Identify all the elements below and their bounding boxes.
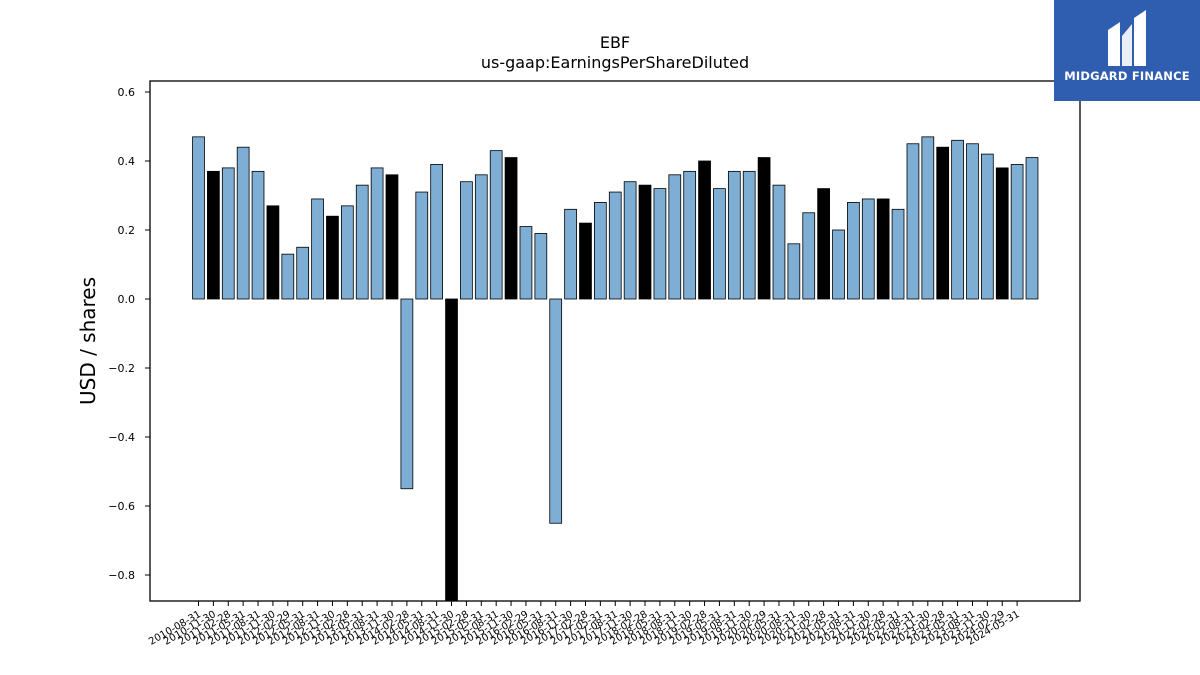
chart-subtitle: us-gaap:EarningsPerShareDiluted: [481, 53, 749, 72]
plot-frame: [149, 80, 1081, 602]
y-tick-label: 0.6: [118, 86, 136, 99]
bar-2015-08-31: [489, 150, 503, 300]
x-axis-ticks: 2010-08-312010-11-302011-02-282011-05-31…: [147, 601, 1022, 648]
bar-2017-08-31: [608, 191, 622, 300]
y-tick-label: −0.8: [108, 569, 135, 582]
bar-2013-05-31: [355, 184, 369, 300]
midgard-m-icon: [1108, 10, 1146, 66]
bar-2014-02-28: [400, 298, 414, 490]
bar-2014-08-31: [430, 164, 444, 300]
bar-2011-08-31: [251, 170, 265, 300]
y-tick-label: 0.4: [118, 155, 136, 168]
y-axis-label: USD / shares: [76, 277, 100, 405]
bar-2014-05-31: [415, 191, 429, 300]
bar-2011-11-30: [266, 205, 280, 300]
bar-2012-05-31: [296, 246, 310, 300]
bar-2016-05-31: [534, 233, 548, 300]
y-tick-label: 0.0: [118, 293, 136, 306]
bar-2018-02-28: [638, 184, 652, 300]
bar-2022-05-31: [891, 208, 905, 300]
chart-title: EBF: [600, 33, 630, 52]
bar-2021-05-31: [832, 229, 845, 300]
brand-logo: MIDGARD FINANCE: [1054, 0, 1200, 101]
bar-2010-11-30: [207, 170, 220, 300]
y-tick-label: −0.2: [108, 362, 135, 375]
y-axis-ticks: 0.6 0.4 0.2 0.0 −0.2 −0.4 −0.6 −0.8: [108, 86, 150, 582]
bar-2019-05-31: [713, 188, 726, 300]
bar-2023-02-28: [936, 146, 950, 300]
bar-2023-11-30: [980, 153, 994, 300]
brand-name: MIDGARD FINANCE: [1064, 69, 1190, 83]
bar-2013-02-28: [340, 205, 354, 300]
bar-2011-02-28: [221, 167, 235, 300]
bar-2012-11-30: [326, 215, 339, 300]
bar-2016-08-31: [549, 298, 563, 524]
bar-2020-08-31: [787, 243, 801, 300]
bar-2022-11-30: [921, 136, 935, 300]
bar-2018-08-31: [668, 174, 682, 300]
bar-2024-02-29: [995, 167, 1009, 300]
bar-2019-02-28: [698, 160, 711, 300]
bar-2021-02-28: [817, 188, 830, 300]
bar-2021-08-31: [847, 201, 860, 300]
bar-2016-02-29: [519, 226, 533, 300]
bar-2012-02-29: [281, 253, 295, 300]
bar-2022-08-31: [906, 143, 920, 300]
y-tick-label: −0.6: [108, 500, 135, 513]
bar-2013-11-30: [385, 174, 399, 300]
bar-2013-08-31: [370, 167, 384, 300]
bar-undefined: [1025, 157, 1039, 300]
bar-2015-05-31: [474, 174, 488, 300]
bar-2011-05-31: [236, 146, 250, 300]
bar-2017-02-28: [579, 222, 592, 300]
bar-2016-11-30: [564, 208, 577, 300]
bar-2019-11-30: [742, 170, 756, 300]
bar-2020-11-30: [802, 212, 816, 300]
bar-2019-08-31: [727, 170, 741, 300]
bar-2018-11-30: [683, 170, 697, 300]
y-tick-label: 0.2: [118, 224, 136, 237]
bar-2020-02-29: [757, 157, 771, 300]
bar-2018-05-31: [653, 188, 667, 300]
bar-2014-11-30: [445, 298, 458, 602]
bar-2015-02-28: [460, 181, 473, 300]
bar-2022-02-28: [876, 198, 890, 300]
bar-2021-11-30: [861, 198, 875, 300]
bar-2017-05-31: [594, 201, 607, 300]
bar-2017-11-30: [623, 181, 637, 300]
bar-2012-08-31: [311, 198, 324, 300]
bar-2023-08-31: [966, 143, 979, 300]
bar-2024-05-31: [1010, 164, 1024, 300]
y-tick-label: −0.4: [108, 431, 135, 444]
bar-2020-05-31: [772, 184, 786, 300]
bar-2015-11-30: [504, 157, 518, 300]
bar-2010-08-31: [192, 136, 205, 300]
bars-group: [192, 136, 1039, 602]
bar-2023-05-31: [951, 139, 964, 300]
